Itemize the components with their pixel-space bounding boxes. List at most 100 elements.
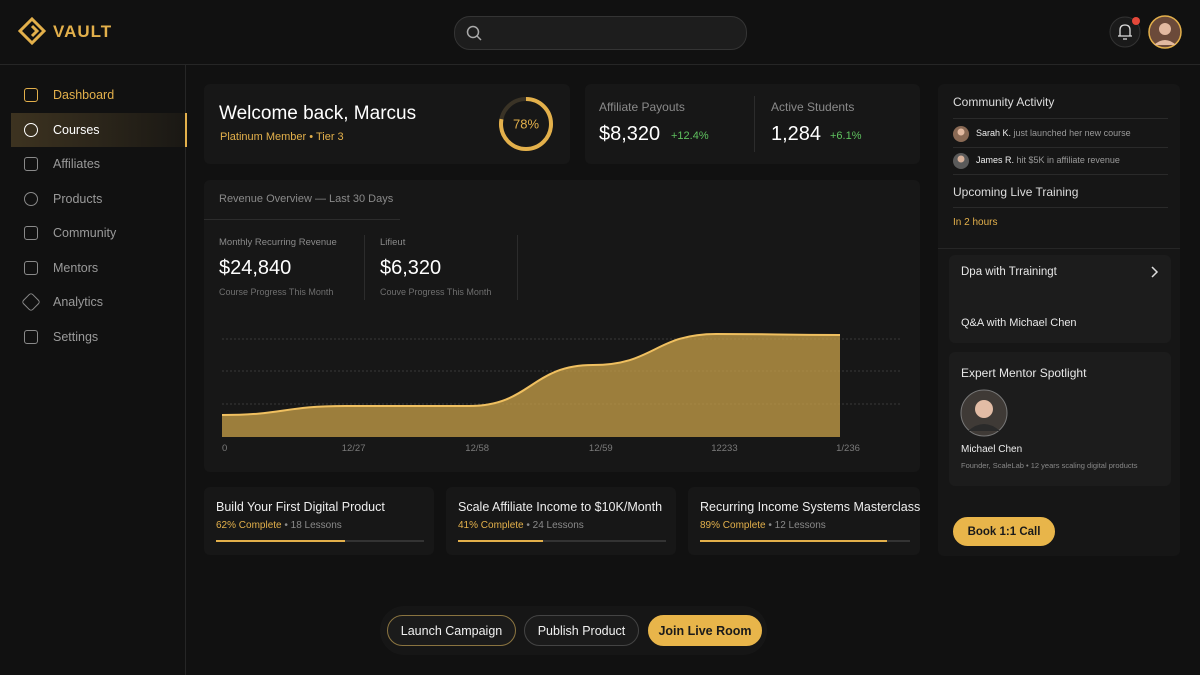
revenue-title: Revenue Overview — Last 30 Days bbox=[219, 193, 394, 205]
course-meta: 62% Complete • 18 Lessons bbox=[216, 521, 342, 531]
activity: James R. hit $5K in affiliate revenue bbox=[976, 156, 1120, 165]
nav-item[interactable]: Analytics bbox=[11, 285, 185, 319]
mentor-card: Expert Mentor Spotlight Michael Chen Fou… bbox=[949, 352, 1171, 486]
progress-track bbox=[458, 540, 666, 542]
title-underline bbox=[204, 219, 400, 220]
x-tick-label: 1/236 bbox=[836, 443, 860, 454]
mentor-avatar bbox=[960, 389, 1008, 437]
divider bbox=[953, 174, 1168, 175]
mentor-bio: Founder, ScaleLab • 12 years scaling dig… bbox=[961, 461, 1138, 470]
x-tick-label: 0 bbox=[222, 443, 227, 454]
activity-avatar bbox=[953, 153, 969, 169]
nav-label: Courses bbox=[53, 123, 100, 137]
progress-bar bbox=[700, 540, 887, 542]
metric-value: $6,320 bbox=[380, 257, 442, 279]
activity-name: James R. bbox=[976, 155, 1015, 165]
session: Q&A with Michael Chen bbox=[961, 317, 1077, 329]
action-button[interactable]: Launch Campaign bbox=[387, 615, 516, 646]
x-tick-label: 12/59 bbox=[589, 443, 613, 454]
x-tick-label: 12233 bbox=[711, 443, 737, 454]
membership: Platinum Member • Tier 3 bbox=[220, 131, 344, 143]
book-call-button[interactable]: Book 1:1 Call bbox=[953, 517, 1055, 546]
avatar-face bbox=[1159, 23, 1171, 35]
nav-label: Analytics bbox=[53, 295, 104, 309]
metric-note: Course Progress This Month bbox=[219, 287, 334, 297]
course-progress: 41% Complete bbox=[458, 520, 524, 531]
metric-value: $24,840 bbox=[219, 257, 292, 279]
course-title: Scale Affiliate Income to $10K/Month bbox=[458, 500, 663, 514]
training-time: In 2 hours bbox=[953, 217, 998, 228]
stat-change: +6.1% bbox=[830, 130, 862, 142]
action-button[interactable]: Join Live Room bbox=[648, 615, 762, 646]
stat-value: 1,284 bbox=[771, 123, 822, 145]
course-progress: 89% Complete bbox=[700, 520, 766, 531]
progress-bar bbox=[458, 540, 544, 542]
progress-ring: 78% bbox=[499, 97, 553, 151]
notification-dot bbox=[1132, 17, 1140, 25]
search-icon bbox=[466, 25, 482, 41]
mentor-name: Michael Chen bbox=[961, 444, 1023, 455]
session: Dpa with Trrainingt bbox=[961, 266, 1057, 278]
notification-button[interactable] bbox=[1109, 16, 1141, 48]
welcome-title: Welcome back, Marcus bbox=[219, 103, 417, 124]
mentor-title: Expert Mentor Spotlight bbox=[961, 366, 1087, 380]
ring-label: 78% bbox=[513, 116, 539, 131]
stats-card: Affiliate Payouts $8,320 +12.4% Active S… bbox=[585, 84, 920, 164]
nav-item[interactable]: Products bbox=[11, 182, 185, 216]
divider bbox=[953, 207, 1168, 208]
stat-change: +12.4% bbox=[671, 130, 709, 142]
sidebar-divider bbox=[185, 65, 186, 675]
nav-item[interactable]: Settings bbox=[11, 320, 185, 354]
course-meta: 41% Complete • 24 Lessons bbox=[458, 521, 584, 531]
header-icons bbox=[1109, 15, 1182, 49]
metric-label: Lifieut bbox=[380, 237, 406, 248]
avatar-body bbox=[1154, 40, 1176, 45]
progress-track bbox=[700, 540, 910, 542]
course-meta: 89% Complete • 12 Lessons bbox=[700, 521, 826, 531]
course-lessons: • 24 Lessons bbox=[526, 520, 584, 531]
nav-item[interactable]: Mentors bbox=[11, 251, 185, 285]
activity-avatar bbox=[953, 126, 969, 142]
ring-progress bbox=[499, 97, 553, 151]
search-box[interactable] bbox=[454, 16, 747, 50]
course-card[interactable]: Build Your First Digital Product 62% Com… bbox=[204, 487, 434, 555]
training-title: Upcoming Live Training bbox=[953, 185, 1079, 199]
course-lessons: • 12 Lessons bbox=[768, 520, 826, 531]
welcome-card: Welcome back, Marcus Platinum Member • T… bbox=[204, 84, 570, 164]
divider bbox=[938, 248, 1180, 249]
metric-divider bbox=[364, 235, 365, 300]
course-card[interactable]: Recurring Income Systems Masterclass 89%… bbox=[688, 487, 920, 555]
top-divider bbox=[0, 64, 1200, 65]
nav-label: Dashboard bbox=[53, 88, 115, 102]
course-lessons: • 18 Lessons bbox=[284, 520, 342, 531]
nav-item[interactable]: Dashboard bbox=[11, 78, 185, 112]
progress-track bbox=[216, 540, 424, 542]
x-tick-label: 12/27 bbox=[342, 443, 366, 454]
divider bbox=[953, 118, 1168, 119]
logo-icon bbox=[18, 17, 46, 45]
stat-label: Active Students bbox=[771, 100, 855, 114]
nav-item[interactable]: Affiliates bbox=[11, 147, 185, 181]
chevron bbox=[1151, 266, 1159, 278]
x-tick-label: 12/58 bbox=[465, 443, 489, 454]
bell-icon bbox=[1118, 24, 1132, 40]
nav-label: Products bbox=[53, 192, 103, 206]
action-bar: Launch Campaign Publish Product Join Liv… bbox=[380, 606, 767, 655]
stats-divider bbox=[754, 96, 755, 152]
area-line bbox=[221, 332, 841, 416]
nav-item[interactable]: Community bbox=[11, 216, 185, 250]
progress-bar bbox=[216, 540, 345, 542]
session-card[interactable]: Dpa with Trrainingt Q&A with Michael Che… bbox=[949, 255, 1171, 343]
divider bbox=[953, 147, 1168, 148]
activity-name: Sarah K. bbox=[976, 128, 1012, 138]
metric-note: Couve Progress This Month bbox=[380, 287, 492, 297]
action-button[interactable]: Publish Product bbox=[524, 615, 639, 646]
brand: VAULT bbox=[53, 22, 113, 41]
nav-item[interactable]: Courses bbox=[11, 113, 187, 147]
metric-label: Monthly Recurring Revenue bbox=[219, 237, 337, 248]
metric-divider bbox=[517, 235, 518, 300]
course-card[interactable]: Scale Affiliate Income to $10K/Month 41%… bbox=[446, 487, 676, 555]
stat-label: Affiliate Payouts bbox=[599, 100, 685, 114]
revenue-chart: 0 12/27 12/58 12/59 12233 1/236 bbox=[221, 332, 902, 454]
